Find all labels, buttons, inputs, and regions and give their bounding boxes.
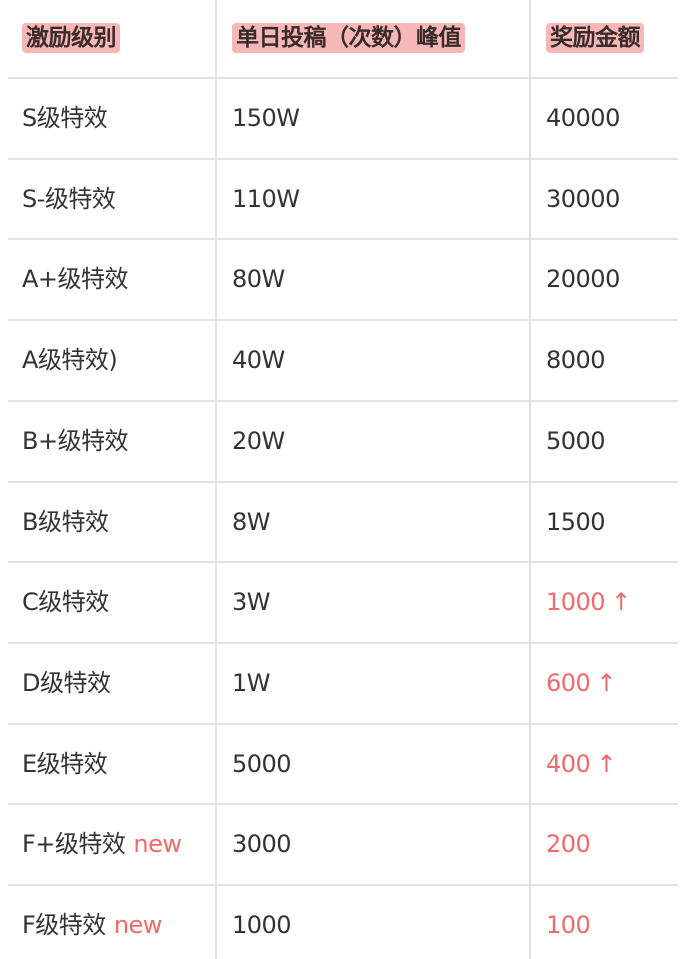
header-level: 激励级别 <box>22 22 120 53</box>
header-peak: 单日投稿（次数）峰值 <box>232 22 465 53</box>
column-divider <box>215 0 217 959</box>
row-divider <box>8 319 678 322</box>
row-divider <box>8 561 678 564</box>
row-divider <box>8 641 678 644</box>
peak-cell: 1000 <box>232 910 292 940</box>
row-divider <box>8 803 678 806</box>
peak-cell-text: 1W <box>232 668 271 697</box>
level-cell: B+级特效 <box>22 426 129 456</box>
level-cell: E级特效 <box>22 749 108 779</box>
level-cell-text: C级特效 <box>22 588 109 617</box>
peak-cell-text: 3000 <box>232 830 292 859</box>
level-cell: S-级特效 <box>22 184 116 214</box>
peak-cell-text: 5000 <box>232 749 292 778</box>
reward-cell: 5000 <box>546 426 606 456</box>
row-divider <box>8 77 678 79</box>
level-cell: A+级特效 <box>22 264 129 294</box>
level-cell: F级特效 new <box>22 910 162 940</box>
reward-cell: 30000 <box>546 184 620 214</box>
reward-cell: 600 ↑ <box>546 668 616 698</box>
level-cell: A级特效) <box>22 345 118 375</box>
arrow-up-icon: ↑ <box>596 749 616 778</box>
header-peak-label: 单日投稿（次数）峰值 <box>232 23 465 53</box>
reward-cell-text: 20000 <box>546 265 620 294</box>
row-divider <box>8 722 678 725</box>
peak-cell: 40W <box>232 345 285 375</box>
reward-cell: 8000 <box>546 345 606 375</box>
level-cell-text: A+级特效 <box>22 265 129 294</box>
arrow-up-icon: ↑ <box>611 588 631 617</box>
reward-cell-text: 5000 <box>546 426 606 455</box>
new-badge: new <box>113 911 163 939</box>
reward-cell-text: 1500 <box>546 507 606 536</box>
peak-cell: 3000 <box>232 829 292 859</box>
reward-cell-text: 30000 <box>546 184 620 213</box>
level-cell: B级特效 <box>22 507 109 537</box>
reward-cell: 1500 <box>546 507 606 537</box>
peak-cell: 80W <box>232 264 285 294</box>
header-reward-label: 奖励金额 <box>546 23 644 53</box>
peak-cell-text: 20W <box>232 426 285 455</box>
level-cell-text: D级特效 <box>22 668 111 697</box>
reward-cell-text: 100 <box>546 911 591 939</box>
reward-cell: 100 <box>546 910 591 940</box>
reward-cell-text: 1000 <box>546 588 606 617</box>
reward-cell: 40000 <box>546 103 620 133</box>
peak-cell-text: 3W <box>232 588 271 617</box>
header-reward: 奖励金额 <box>546 22 644 53</box>
reward-cell: 200 <box>546 829 591 859</box>
peak-cell-text: 1000 <box>232 911 292 939</box>
level-cell-text: B级特效 <box>22 507 109 536</box>
level-cell-text: F+级特效 <box>22 830 126 859</box>
level-cell: F+级特效 new <box>22 829 182 859</box>
reward-cell: 20000 <box>546 264 620 294</box>
level-cell-text: S-级特效 <box>22 184 116 213</box>
peak-cell: 110W <box>232 184 300 214</box>
peak-cell: 3W <box>232 587 271 617</box>
peak-cell-text: 40W <box>232 346 285 375</box>
peak-cell: 8W <box>232 507 271 537</box>
new-badge: new <box>133 830 182 859</box>
peak-cell-text: 80W <box>232 265 285 294</box>
peak-cell: 20W <box>232 426 285 456</box>
level-cell: C级特效 <box>22 587 109 617</box>
reward-cell-text: 8000 <box>546 346 606 375</box>
header-level-label: 激励级别 <box>22 23 120 53</box>
reward-cell: 400 ↑ <box>546 749 616 779</box>
peak-cell-text: 8W <box>232 507 271 536</box>
reward-cell-text: 600 <box>546 668 591 697</box>
row-divider <box>8 884 678 886</box>
peak-cell-text: 150W <box>232 104 300 132</box>
level-cell-text: F级特效 <box>22 911 106 939</box>
row-divider <box>8 238 678 241</box>
level-cell: D级特效 <box>22 668 111 698</box>
reward-cell-text: 200 <box>546 830 591 859</box>
reward-cell: 1000 ↑ <box>546 587 631 617</box>
reward-cell-text: 400 <box>546 749 591 778</box>
level-cell-text: S级特效 <box>22 104 108 132</box>
arrow-up-icon: ↑ <box>596 668 616 697</box>
level-cell: S级特效 <box>22 103 108 133</box>
peak-cell-text: 110W <box>232 184 300 213</box>
level-cell-text: A级特效) <box>22 346 118 375</box>
row-divider <box>8 480 678 483</box>
row-divider <box>8 157 678 160</box>
row-divider <box>8 399 678 402</box>
peak-cell: 150W <box>232 103 300 133</box>
column-divider <box>529 0 531 959</box>
level-cell-text: E级特效 <box>22 749 108 778</box>
reward-cell-text: 40000 <box>546 104 620 132</box>
peak-cell: 5000 <box>232 749 292 779</box>
peak-cell: 1W <box>232 668 271 698</box>
level-cell-text: B+级特效 <box>22 426 129 455</box>
